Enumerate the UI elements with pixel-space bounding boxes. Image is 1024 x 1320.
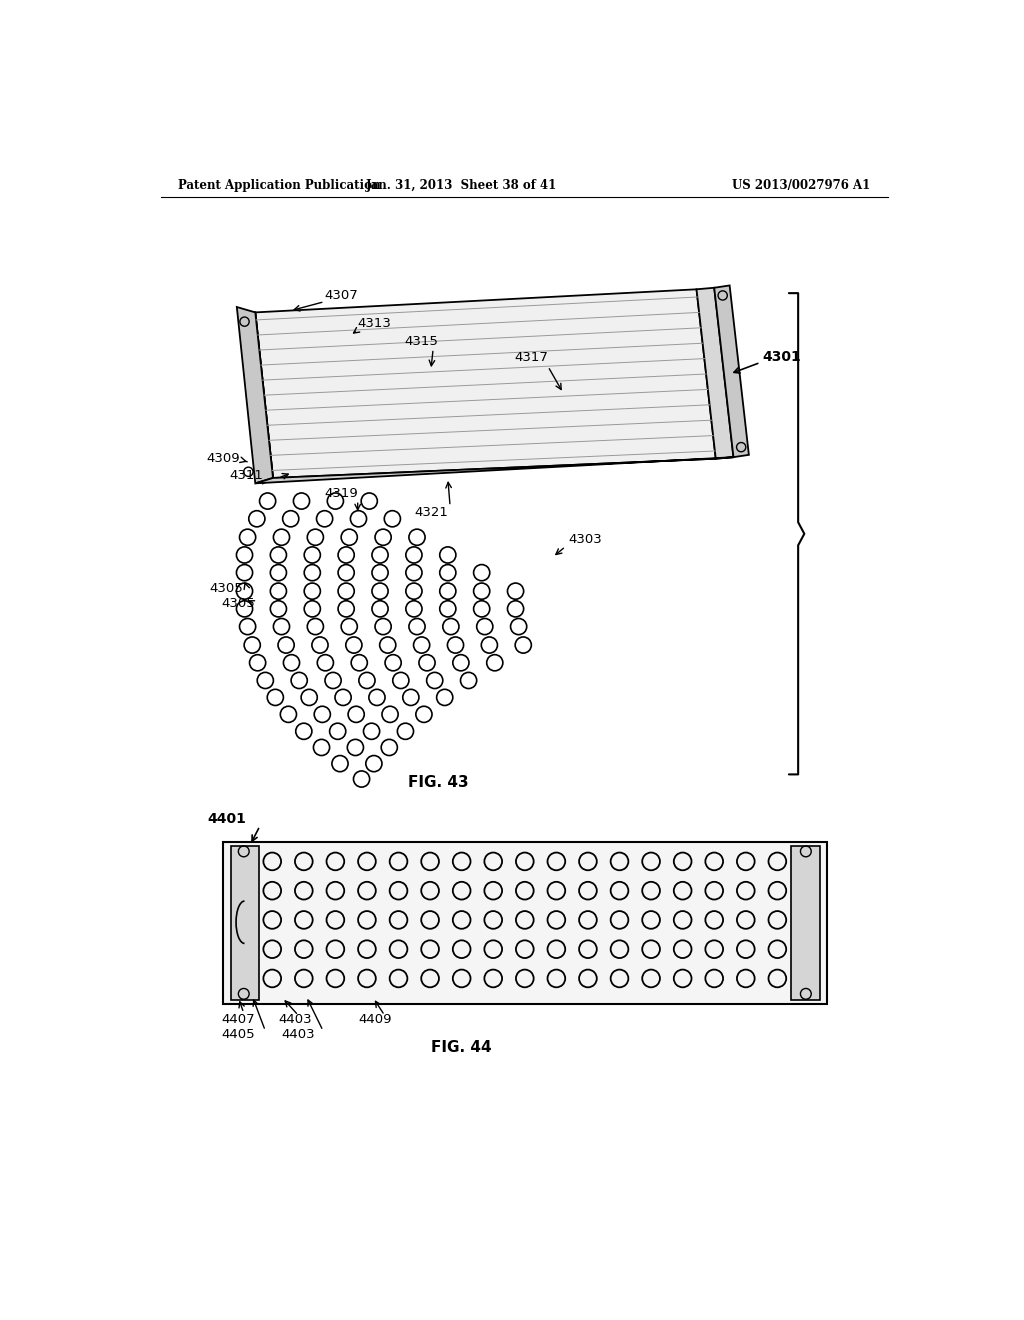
Bar: [223, 842, 827, 1003]
Text: 4317: 4317: [514, 351, 548, 363]
Text: 4309: 4309: [206, 453, 240, 465]
Text: 4321: 4321: [414, 506, 447, 519]
Text: FIG. 43: FIG. 43: [409, 775, 469, 789]
Polygon shape: [255, 457, 733, 483]
Text: 4405: 4405: [221, 1028, 255, 1041]
Text: US 2013/0027976 A1: US 2013/0027976 A1: [731, 178, 869, 191]
Text: 4403: 4403: [282, 1028, 315, 1041]
Text: 4319: 4319: [325, 487, 358, 500]
Bar: [792, 846, 819, 1001]
Text: Patent Application Publication: Patent Application Publication: [178, 178, 381, 191]
Text: 4305: 4305: [221, 597, 255, 610]
Text: 4409: 4409: [358, 1012, 392, 1026]
Text: 4401: 4401: [208, 812, 247, 826]
Text: 4407: 4407: [221, 1012, 255, 1026]
Text: 4315: 4315: [403, 335, 438, 348]
Text: 4303: 4303: [568, 533, 602, 546]
Text: 4313: 4313: [357, 317, 391, 330]
Text: 4301: 4301: [762, 350, 801, 364]
Text: 4311: 4311: [229, 469, 263, 482]
Polygon shape: [255, 289, 716, 478]
Text: 4305: 4305: [209, 582, 243, 594]
Text: 4307: 4307: [325, 289, 358, 302]
Polygon shape: [237, 308, 273, 483]
Polygon shape: [696, 288, 733, 459]
Bar: [230, 846, 259, 1001]
Polygon shape: [714, 285, 749, 457]
Text: Jan. 31, 2013  Sheet 38 of 41: Jan. 31, 2013 Sheet 38 of 41: [366, 178, 557, 191]
Polygon shape: [245, 312, 273, 483]
Text: FIG. 44: FIG. 44: [431, 1040, 492, 1055]
Text: 4403: 4403: [279, 1012, 312, 1026]
